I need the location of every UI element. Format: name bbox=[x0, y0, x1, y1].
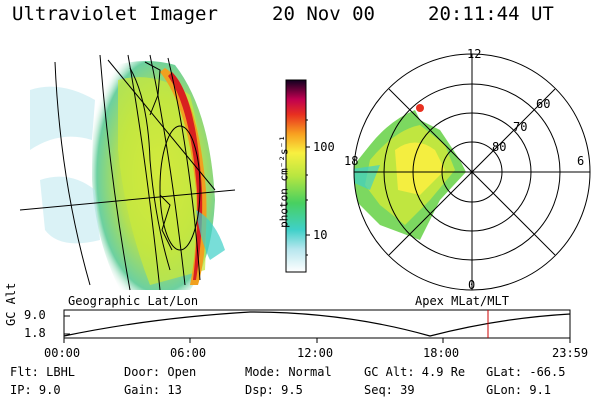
altitude-xtick-1200: 12:00 bbox=[297, 346, 334, 360]
altitude-ytick-1.8: 1.8 bbox=[24, 326, 46, 340]
colorbar-unit-label: photon cm⁻²s⁻¹ bbox=[277, 135, 291, 228]
geo-title: Geographic Lat/Lon bbox=[68, 294, 199, 308]
altitude-plot bbox=[63, 309, 571, 343]
date-label: 20 Nov 00 bbox=[272, 3, 375, 25]
filter-value: Flt: LBHL bbox=[10, 365, 76, 379]
dsp-value: Dsp: 9.5 bbox=[245, 383, 303, 397]
altitude-xtick-0600: 06:00 bbox=[170, 346, 207, 360]
altitude-xtick-1800: 18:00 bbox=[423, 346, 460, 360]
glon-value: GLon: 9.1 bbox=[486, 383, 552, 397]
mlt-label-0: 0 bbox=[468, 278, 476, 292]
polar-title: Apex MLat/MLT bbox=[415, 294, 509, 308]
colorbar-tick-10: 10 bbox=[313, 228, 328, 242]
door-value: Door: Open bbox=[124, 365, 197, 379]
geo-image bbox=[30, 61, 225, 290]
altitude-ytick-9: 9.0 bbox=[24, 308, 46, 322]
lat-label-80: 80 bbox=[492, 140, 507, 154]
gc-alt-value: GC Alt: 4.9 Re bbox=[364, 365, 466, 379]
lat-label-70: 70 bbox=[513, 120, 528, 134]
ip-value: IP: 9.0 bbox=[10, 383, 61, 397]
time-label: 20:11:44 UT bbox=[428, 3, 554, 25]
instrument-title: Ultraviolet Imager bbox=[12, 3, 218, 25]
geo-grid bbox=[19, 54, 236, 291]
polar-image bbox=[354, 104, 466, 240]
colorbar bbox=[285, 79, 310, 273]
colorbar-tick-100: 100 bbox=[313, 140, 335, 154]
mlt-label-6: 6 bbox=[577, 154, 585, 168]
lat-label-60: 60 bbox=[536, 97, 551, 111]
polar-grid bbox=[353, 53, 591, 291]
gain-value: Gain: 13 bbox=[124, 383, 182, 397]
altitude-ylabel: GC Alt bbox=[4, 282, 18, 326]
mlt-label-12: 12 bbox=[467, 47, 482, 61]
mode-value: Mode: Normal bbox=[245, 365, 332, 379]
mlt-label-18: 18 bbox=[344, 154, 359, 168]
altitude-xtick-2359: 23:59 bbox=[552, 346, 589, 360]
altitude-xtick-0000: 00:00 bbox=[44, 346, 81, 360]
glat-value: GLat: -66.5 bbox=[486, 365, 566, 379]
seq-value: Seq: 39 bbox=[364, 383, 415, 397]
